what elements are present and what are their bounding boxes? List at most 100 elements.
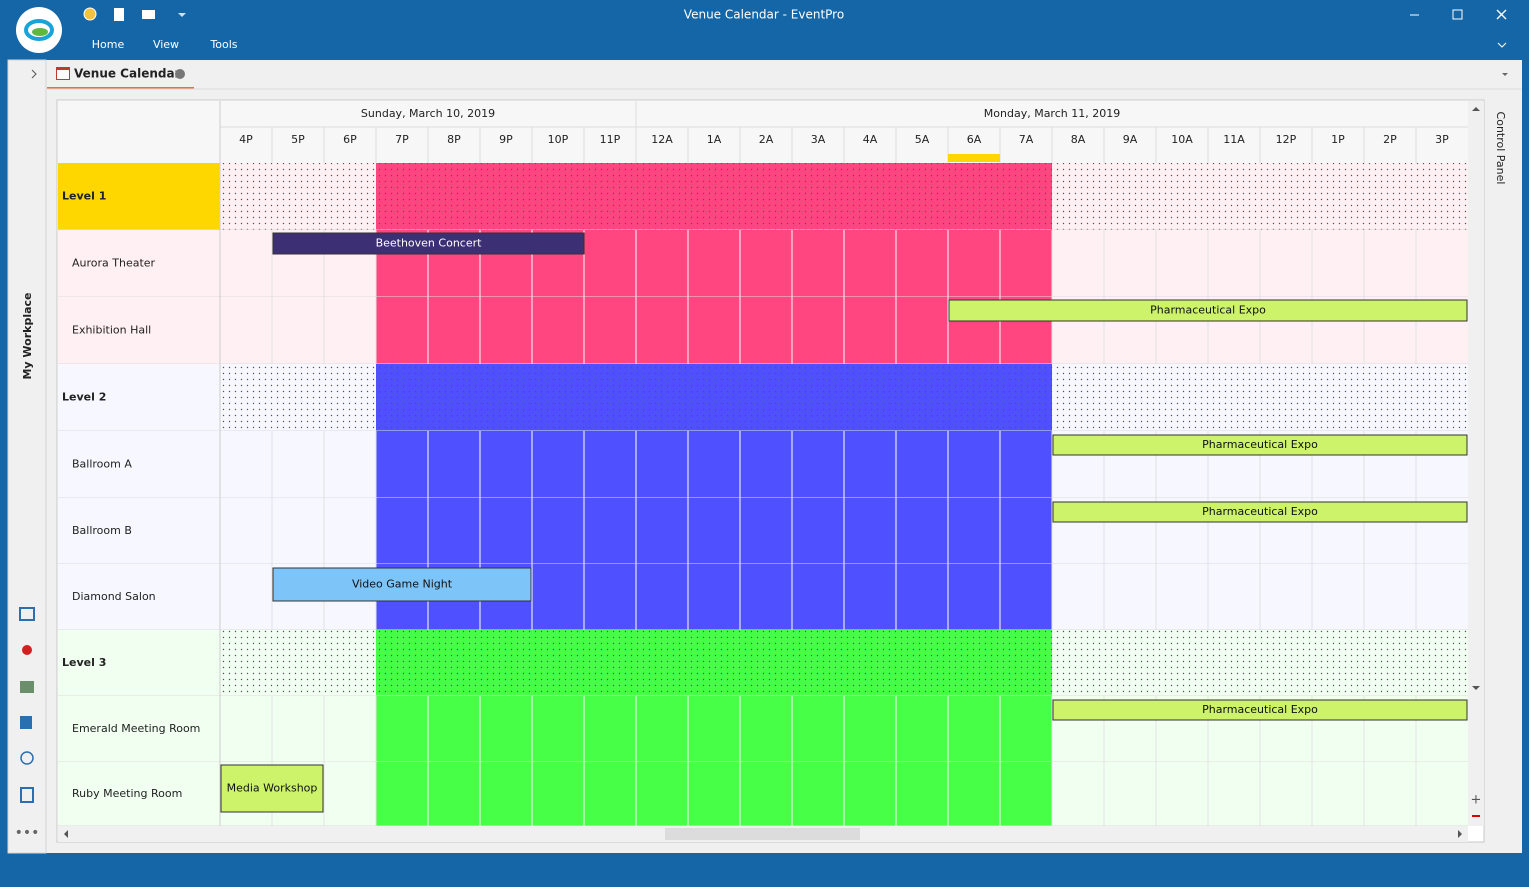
sidebar [7, 59, 47, 854]
time-header: 4P [239, 133, 253, 146]
unavailable-pattern [220, 364, 1468, 431]
clipboard-icon[interactable] [20, 787, 34, 803]
room-label-cell [58, 762, 220, 826]
event-label[interactable]: Pharmaceutical Expo [1202, 505, 1318, 518]
event-block[interactable] [1052, 501, 1468, 523]
more-icon[interactable]: ••• [15, 825, 40, 841]
date-header: Sunday, March 10, 2019 [361, 107, 495, 120]
active-block [376, 431, 1052, 498]
time-header: 8A [1071, 133, 1086, 146]
active-block [376, 696, 1052, 762]
time-header: 5A [915, 133, 930, 146]
window-title: Venue Calendar - EventPro [684, 8, 844, 22]
time-header: 6A [967, 133, 982, 146]
event-label[interactable]: Pharmaceutical Expo [1202, 438, 1318, 451]
active-block [376, 762, 1052, 826]
time-header: 7A [1019, 133, 1034, 146]
time-header: 3P [1435, 133, 1449, 146]
clock-icon[interactable] [83, 7, 97, 21]
room-label-cell [58, 498, 220, 564]
room-label: Ruby Meeting Room [72, 787, 182, 800]
sidebar-expand[interactable] [31, 69, 37, 79]
ribbon-collapse[interactable] [1497, 42, 1507, 48]
close-button[interactable] [1496, 9, 1507, 20]
event-label[interactable]: Pharmaceutical Expo [1202, 703, 1318, 716]
time-header: 12P [1276, 133, 1297, 146]
room-label: Ballroom B [72, 524, 132, 537]
control-panel-label[interactable]: Control Panel [1494, 112, 1507, 185]
home-icon[interactable] [19, 607, 35, 621]
time-header: 10P [548, 133, 569, 146]
header-corner [58, 101, 220, 163]
room-label-cell [58, 230, 220, 297]
quick-access-dropdown[interactable] [178, 13, 186, 17]
time-header: 12A [651, 133, 673, 146]
pin-icon[interactable] [22, 645, 32, 655]
logo-mark [24, 19, 54, 41]
level-label-cell [58, 163, 220, 230]
event-block[interactable] [272, 567, 532, 602]
time-header: 7P [395, 133, 409, 146]
event-block[interactable] [220, 764, 324, 813]
level-label: Level 1 [62, 190, 106, 203]
time-header: 6P [343, 133, 357, 146]
current-time-marker [948, 154, 1000, 162]
event-block[interactable] [948, 299, 1468, 322]
level-label: Level 2 [62, 391, 106, 404]
sidebar-label: My Workplace [21, 292, 34, 379]
room-label: Emerald Meeting Room [72, 722, 200, 735]
event-block[interactable] [1052, 699, 1468, 721]
event-block[interactable] [1052, 434, 1468, 456]
time-header: 11P [600, 133, 621, 146]
time-header: 11A [1223, 133, 1245, 146]
mail-icon[interactable] [142, 10, 155, 19]
room-label-cell [58, 431, 220, 498]
menu-bar: Home View Tools [92, 38, 238, 51]
level-label-cell [58, 630, 220, 696]
level-label: Level 3 [62, 656, 106, 669]
list-icon[interactable] [20, 681, 34, 693]
time-header: 9A [1123, 133, 1138, 146]
time-header: 8P [447, 133, 461, 146]
scroll-thumb[interactable] [665, 828, 860, 840]
event-label[interactable]: Beethoven Concert [376, 237, 483, 250]
room-label: Diamond Salon [72, 590, 156, 603]
document-icon[interactable] [114, 8, 124, 21]
room-label: Ballroom A [72, 458, 132, 471]
control-panel [1485, 100, 1521, 853]
room-label-cell [58, 564, 220, 630]
event-label[interactable]: Pharmaceutical Expo [1150, 304, 1266, 317]
time-header: 5P [291, 133, 305, 146]
logo-mark [32, 28, 48, 36]
time-header: 3A [811, 133, 826, 146]
vertical-scrollbar[interactable] [1468, 101, 1484, 826]
tab-menu[interactable] [1502, 73, 1508, 76]
menu-item[interactable]: View [153, 38, 179, 51]
date-header: Monday, March 11, 2019 [984, 107, 1120, 120]
time-header: 9P [499, 133, 513, 146]
room-label-cell [58, 696, 220, 762]
tab-close[interactable] [175, 69, 185, 79]
room-label: Exhibition Hall [72, 324, 151, 337]
chat-icon[interactable] [20, 751, 34, 765]
menu-item[interactable]: Home [92, 38, 125, 51]
time-header: 2P [1383, 133, 1397, 146]
sidebar-icons: ••• [15, 607, 40, 841]
time-header: 1A [707, 133, 722, 146]
users-icon[interactable] [20, 716, 32, 729]
calendar: Sunday, March 10, 2019 Monday, March 11, … [58, 101, 1468, 827]
event-label[interactable]: Media Workshop [227, 782, 318, 795]
unavailable-pattern [220, 163, 1468, 230]
tab-label[interactable]: Venue Calendar [74, 67, 181, 81]
zoom-in[interactable]: + [1471, 793, 1482, 808]
level-label-cell [58, 364, 220, 431]
maximize-button[interactable] [1452, 9, 1463, 20]
menu-item[interactable]: Tools [209, 38, 237, 51]
active-block [376, 498, 1052, 564]
event-label[interactable]: Video Game Night [352, 578, 453, 591]
room-label-cell [58, 297, 220, 364]
event-block[interactable] [272, 232, 585, 255]
unavailable-pattern [220, 630, 1468, 696]
time-header: 4A [863, 133, 878, 146]
